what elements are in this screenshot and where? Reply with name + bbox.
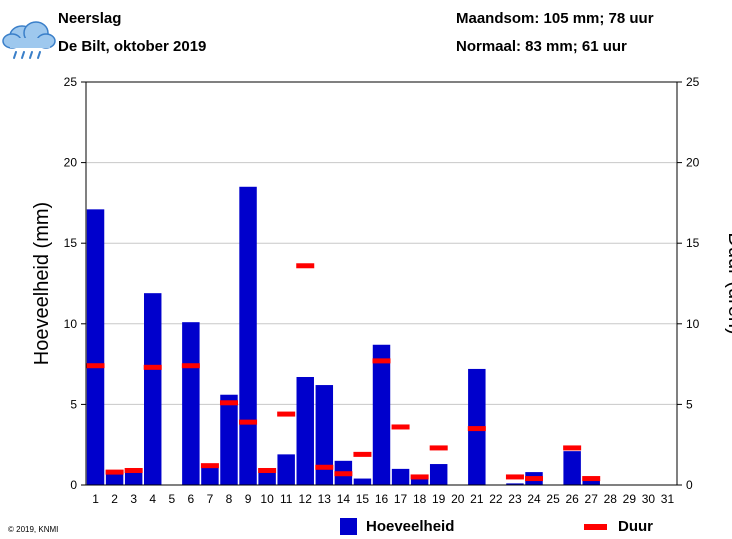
- marker-duur: [353, 451, 372, 457]
- rain-cloud-icon: [2, 21, 56, 59]
- x-tick-label: 7: [207, 492, 214, 506]
- y-tick-label: 0: [70, 478, 77, 492]
- x-tick-label: 9: [245, 492, 252, 506]
- x-tick-label: 14: [337, 492, 351, 506]
- marker-duur: [334, 471, 353, 477]
- x-tick-label: 20: [451, 492, 465, 506]
- legend-swatch-duur: [584, 524, 607, 530]
- marker-duur: [124, 467, 143, 473]
- x-tick-label: 1: [92, 492, 99, 506]
- marker-duur: [86, 363, 105, 369]
- marker-duur: [105, 469, 124, 475]
- x-tick-label: 23: [508, 492, 522, 506]
- bar-hoeveelheid: [353, 478, 372, 485]
- y2-tick-label: 25: [686, 75, 700, 89]
- chart-title: Neerslag: [58, 10, 122, 27]
- marker-duur: [505, 474, 524, 480]
- marker-duur: [143, 364, 162, 370]
- bar-hoeveelheid: [410, 475, 429, 485]
- bar-hoeveelheid: [296, 376, 314, 485]
- y-tick-label: 15: [64, 236, 78, 250]
- y2-axis-label: Duur (uren): [724, 232, 732, 334]
- bar-hoeveelheid: [86, 209, 105, 485]
- y-tick-label: 20: [64, 156, 78, 170]
- marker-duur: [582, 476, 601, 482]
- bar-hoeveelheid: [258, 472, 276, 485]
- bar-hoeveelheid: [239, 186, 257, 485]
- y2-tick-label: 15: [686, 236, 700, 250]
- bar-hoeveelheid: [143, 293, 162, 485]
- marker-duur: [239, 419, 258, 425]
- marker-duur: [200, 463, 219, 469]
- plot-frame: [85, 81, 678, 486]
- x-tick-label: 16: [375, 492, 389, 506]
- x-tick-label: 25: [546, 492, 560, 506]
- legend-label-hoeveelheid: Hoeveelheid: [366, 518, 455, 535]
- marker-duur: [391, 424, 410, 430]
- x-tick-label: 11: [280, 492, 293, 506]
- x-tick-label: 24: [527, 492, 541, 506]
- normal-value: Normaal: 83 mm; 61 uur: [456, 38, 627, 55]
- marker-duur: [372, 358, 391, 364]
- x-tick-label: 3: [130, 492, 137, 506]
- bar-hoeveelheid: [277, 454, 295, 485]
- y2-tick-label: 0: [686, 478, 693, 492]
- x-tick-label: 4: [149, 492, 156, 506]
- x-tick-label: 28: [604, 492, 618, 506]
- marker-duur: [467, 426, 486, 432]
- x-tick-label: 17: [394, 492, 408, 506]
- bar-hoeveelheid: [563, 451, 581, 485]
- marker-duur: [315, 464, 334, 470]
- x-tick-label: 26: [565, 492, 579, 506]
- y2-tick-label: 5: [686, 397, 693, 411]
- bar-hoeveelheid: [220, 394, 238, 485]
- bar-hoeveelheid: [582, 480, 600, 485]
- x-tick-label: 13: [318, 492, 332, 506]
- x-tick-label: 12: [299, 492, 313, 506]
- bar-hoeveelheid: [429, 464, 448, 485]
- x-tick-label: 5: [168, 492, 175, 506]
- bar-hoeveelheid: [372, 344, 391, 485]
- y-axis-label: Hoeveelheid (mm): [31, 202, 53, 365]
- bar-hoeveelheid: [124, 472, 143, 485]
- y-tick-label: 10: [64, 317, 78, 331]
- marker-duur: [525, 476, 544, 482]
- x-tick-label: 29: [623, 492, 637, 506]
- y2-tick-label: 20: [686, 156, 700, 170]
- x-tick-label: 6: [188, 492, 195, 506]
- x-tick-label: 15: [356, 492, 370, 506]
- x-tick-label: 10: [260, 492, 274, 506]
- copyright: © 2019, KNMI: [8, 525, 59, 534]
- x-tick-label: 8: [226, 492, 233, 506]
- bar-hoeveelheid: [391, 468, 410, 485]
- monthly-sum: Maandsom: 105 mm; 78 uur: [456, 10, 654, 27]
- x-tick-label: 30: [642, 492, 656, 506]
- x-tick-label: 21: [470, 492, 484, 506]
- legend-swatch-hoeveelheid: [340, 518, 357, 535]
- x-tick-label: 22: [489, 492, 503, 506]
- marker-duur: [296, 263, 315, 269]
- bar-hoeveelheid: [201, 467, 219, 485]
- marker-duur: [258, 467, 277, 473]
- x-tick-label: 2: [111, 492, 118, 506]
- marker-duur: [429, 445, 448, 451]
- y-tick-label: 5: [70, 397, 77, 411]
- x-tick-label: 19: [432, 492, 446, 506]
- marker-duur: [410, 474, 429, 480]
- bar-hoeveelheid: [182, 322, 200, 485]
- marker-duur: [277, 411, 296, 417]
- marker-duur: [181, 363, 200, 369]
- legend-label-duur: Duur: [618, 518, 653, 535]
- x-tick-label: 31: [661, 492, 675, 506]
- y-tick-label: 25: [64, 75, 78, 89]
- bar-hoeveelheid: [506, 483, 524, 485]
- marker-duur: [563, 445, 582, 451]
- chart-subtitle: De Bilt, oktober 2019: [58, 38, 207, 55]
- x-tick-label: 27: [585, 492, 599, 506]
- y2-tick-label: 10: [686, 317, 700, 331]
- bar-hoeveelheid: [315, 385, 334, 485]
- marker-duur: [219, 400, 238, 406]
- x-tick-label: 18: [413, 492, 427, 506]
